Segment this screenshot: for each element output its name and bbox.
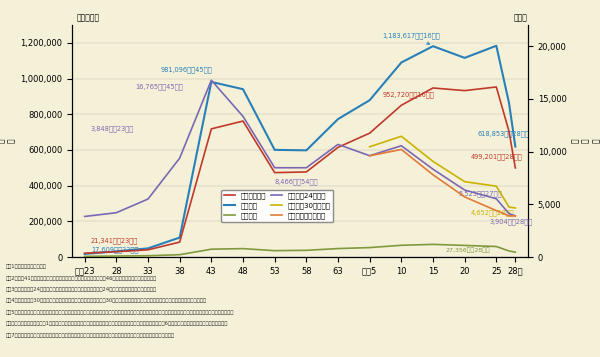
Text: よるもの（事故発生後1年を超えて死亡した者及び後遺症により死亡した者を除く。）をいう。なお、平成6年までは、自動車事故とされた者を、平成: よるもの（事故発生後1年を超えて死亡した者及び後遺症により死亡した者を除く。）を…: [6, 321, 229, 326]
Text: 7年以降は、陸上の交通事故とされた者から道路上の交通事故ではないと判別される者を除いた数を計上している。: 7年以降は、陸上の交通事故とされた者から道路上の交通事故ではないと判別される者を…: [6, 333, 175, 338]
Text: 5　「死者数（厚生統計）」は、警察庁が厚生労働省統計資料「人口動態統計」に基づき作成したものであり、当該年に死亡した者のうち原死因が交通事故に: 5 「死者数（厚生統計）」は、警察庁が厚生労働省統計資料「人口動態統計」に基づき…: [6, 310, 235, 315]
Text: 3,848人（23年）: 3,848人（23年）: [91, 125, 134, 132]
Text: 499,201件（28年）: 499,201件（28年）: [471, 154, 523, 161]
Text: 注　1　警察庁資料による。: 注 1 警察庁資料による。: [6, 264, 47, 269]
Text: 4,652人（28年）: 4,652人（28年）: [471, 210, 515, 216]
Text: 981,096人（45年）: 981,096人（45年）: [161, 66, 212, 73]
Text: 21,341件（23年）: 21,341件（23年）: [91, 238, 138, 245]
Text: 16,765人（45年）: 16,765人（45年）: [136, 83, 183, 90]
Text: 2　昭和41年以降の件数には、物損事故を含まない。また、昭和46年までは、沖縄県を含まない。: 2 昭和41年以降の件数には、物損事故を含まない。また、昭和46年までは、沖縄県…: [6, 276, 157, 281]
Legend: 事故発生件数, 負傷者数, 重傷者数, 死者数（24時間）, 死者数（30日以内）, 死者数（厚生統計）: 事故発生件数, 負傷者数, 重傷者数, 死者数（24時間）, 死者数（30日以内…: [221, 190, 333, 222]
Text: 3　「死者数（24時間）」とは、交通事故によって、発生から24時間以内に死亡したものをいう。: 3 「死者数（24時間）」とは、交通事故によって、発生から24時間以内に死亡した…: [6, 287, 157, 292]
Text: 4　「死者数（30日以内）」とは、交通事故によって、発生から30日以内（交通事故発生日を初日とする。）に死亡したものをいう。: 4 「死者数（30日以内）」とは、交通事故によって、発生から30日以内（交通事故…: [6, 298, 207, 303]
Text: 5,525人（27年）: 5,525人（27年）: [458, 191, 502, 197]
Text: （人、件）: （人、件）: [77, 14, 100, 22]
Text: 27,356人（28年）: 27,356人（28年）: [446, 247, 490, 253]
Y-axis label: 交
通
事
故
発
生
件
数
・
重
傷
者
数
・
負
傷
者
数: 交 通 事 故 発 生 件 数 ・ 重 傷 者 数 ・ 負 傷 者 数: [0, 139, 16, 143]
Text: 1,183,617人（16年）: 1,183,617人（16年）: [382, 32, 440, 44]
Text: 8,466人（54年）: 8,466人（54年）: [275, 178, 318, 185]
Text: 3,904人（28年）: 3,904人（28年）: [490, 218, 533, 225]
Text: 17,609人（23年）: 17,609人（23年）: [91, 247, 139, 253]
Text: 618,853人（28年）: 618,853人（28年）: [478, 131, 529, 137]
Text: 952,720件（16年）: 952,720件（16年）: [382, 91, 434, 98]
Y-axis label: 死
者
数: 死 者 数: [571, 139, 600, 143]
Text: （人）: （人）: [514, 14, 528, 22]
